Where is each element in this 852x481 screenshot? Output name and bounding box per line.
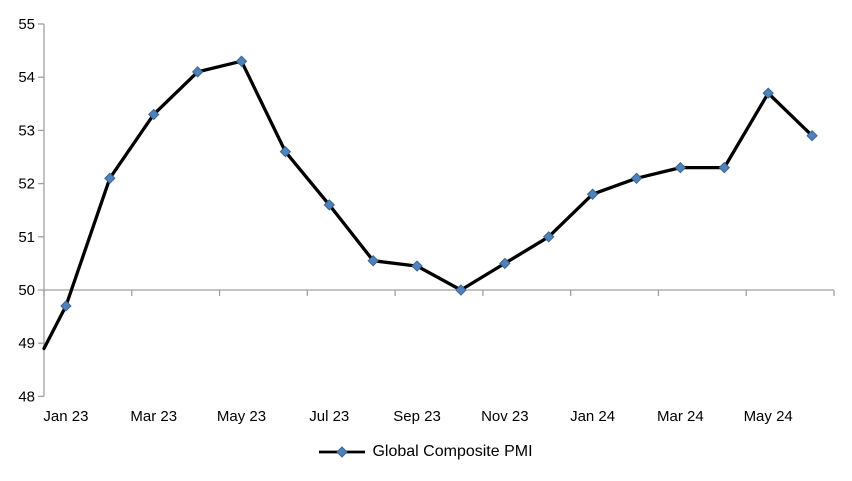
data-point-marker bbox=[279, 145, 292, 158]
data-point-marker bbox=[235, 55, 248, 67]
data-point-marker bbox=[762, 87, 774, 99]
data-point-marker bbox=[586, 188, 599, 200]
x-axis-tick-label: Mar 24 bbox=[657, 408, 704, 425]
y-axis-tick-label: 54 bbox=[18, 69, 35, 86]
x-axis-tick-label: Sep 23 bbox=[393, 408, 441, 425]
data-point-marker bbox=[455, 284, 467, 296]
data-point-marker bbox=[499, 257, 511, 270]
y-axis-tick-label: 48 bbox=[18, 388, 35, 405]
pmi-line-chart: 48 49 50 51 52 53 54 55 Jan 23 Mar 23 May 23 Jul 23… bbox=[18, 16, 835, 425]
data-point-marker bbox=[674, 161, 687, 174]
x-axis-tick-label: Nov 23 bbox=[481, 408, 529, 425]
legend: Global Composite PMI bbox=[0, 442, 852, 461]
data-point-marker bbox=[191, 66, 204, 78]
legend-label: Global Composite PMI bbox=[372, 442, 533, 460]
data-point-marker bbox=[718, 161, 730, 174]
data-point-marker bbox=[323, 199, 335, 211]
data-point-marker bbox=[104, 172, 116, 184]
data-point-marker bbox=[543, 231, 555, 243]
data-point-marker bbox=[630, 172, 643, 184]
data-point-marker bbox=[60, 300, 72, 312]
data-point-marker bbox=[367, 255, 379, 267]
x-axis-tick-label: Mar 23 bbox=[130, 408, 177, 425]
pmi-series-line bbox=[42, 59, 814, 351]
x-axis-tick-label: Jan 24 bbox=[570, 408, 615, 425]
y-axis-tick-label: 52 bbox=[18, 176, 35, 193]
data-point-marker bbox=[148, 108, 160, 121]
x-axis-tick-label: Jul 23 bbox=[309, 408, 349, 425]
x-axis-tick-label: May 23 bbox=[217, 408, 266, 425]
y-axis-tick-label: 51 bbox=[18, 229, 35, 246]
y-axis-tick-label: 49 bbox=[18, 335, 35, 352]
legend-line-marker-icon bbox=[319, 445, 366, 458]
x-axis-tick-label: Jan 23 bbox=[43, 408, 88, 425]
legend-sample-diamond bbox=[336, 445, 349, 458]
y-axis-tick-label: 53 bbox=[18, 122, 35, 139]
data-point-marker bbox=[806, 130, 818, 142]
y-axis-tick-label: 55 bbox=[18, 16, 35, 33]
data-point-marker bbox=[411, 260, 423, 272]
x-axis-tick-label: May 24 bbox=[744, 408, 793, 425]
y-axis-tick-label: 50 bbox=[18, 282, 35, 299]
